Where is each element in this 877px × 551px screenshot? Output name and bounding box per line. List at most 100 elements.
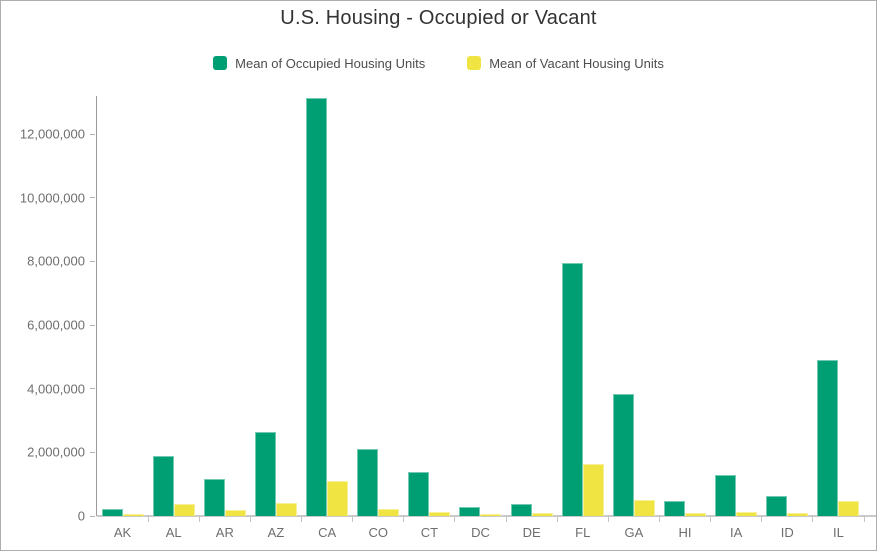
- category-group-co: [353, 96, 404, 516]
- bar-ak-occupied[interactable]: [101, 508, 123, 516]
- bar-id-occupied[interactable]: [766, 496, 788, 516]
- x-axis-tick: [863, 516, 865, 522]
- x-axis-label-id: ID: [780, 525, 794, 540]
- legend-item-vacant[interactable]: Mean of Vacant Housing Units: [467, 56, 664, 71]
- bar-al-occupied[interactable]: [152, 456, 174, 516]
- x-axis-tick: [761, 516, 763, 522]
- x-axis-label-ia: IA: [730, 525, 743, 540]
- category-group-fl: [557, 96, 608, 516]
- y-axis-tick: [90, 388, 95, 390]
- bar-dc-occupied[interactable]: [459, 506, 481, 516]
- x-axis-line: [97, 515, 876, 517]
- category-group-dc: [455, 96, 506, 516]
- category-group-ak: [97, 96, 148, 516]
- legend-label-vacant: Mean of Vacant Housing Units: [489, 55, 664, 71]
- bar-ar-occupied[interactable]: [203, 479, 225, 516]
- x-axis-label-de: DE: [522, 525, 541, 540]
- category-group-ca: [302, 96, 353, 516]
- bar-co-vacant[interactable]: [378, 509, 400, 516]
- x-axis-tick: [556, 516, 558, 522]
- y-axis-tick: [90, 324, 95, 326]
- bar-ar-vacant[interactable]: [224, 510, 246, 516]
- y-axis-tick: [90, 515, 95, 517]
- legend-item-occupied[interactable]: Mean of Occupied Housing Units: [213, 56, 425, 71]
- y-axis-label: 8,000,000: [27, 253, 85, 269]
- x-axis-label-az: AZ: [267, 525, 285, 540]
- y-axis-tick: [90, 451, 95, 453]
- category-group-al: [148, 96, 199, 516]
- bar-al-vacant[interactable]: [173, 503, 195, 516]
- bar-ia-vacant[interactable]: [736, 511, 758, 516]
- x-axis-tick: [812, 516, 814, 522]
- x-axis-tick: [505, 516, 507, 522]
- y-axis-tick: [90, 197, 95, 199]
- x-axis-label-ar: AR: [215, 525, 234, 540]
- category-group-ia: [711, 96, 762, 516]
- y-axis-tick: [90, 133, 95, 135]
- plot-area: 0 2,000,000 4,000,000 6,000,000 8,000,000 10,…: [20, 96, 876, 540]
- x-axis-tick: [658, 516, 660, 522]
- bar-il-vacant[interactable]: [838, 501, 860, 516]
- bar-ct-vacant[interactable]: [429, 511, 451, 516]
- y-axis-label: 0: [77, 508, 85, 524]
- bar-ca-occupied[interactable]: [306, 98, 328, 516]
- bar-ga-vacant[interactable]: [633, 500, 655, 516]
- bar-ca-vacant[interactable]: [327, 481, 349, 516]
- bar-id-vacant[interactable]: [787, 512, 809, 516]
- x-axis-label-co: CO: [368, 525, 388, 540]
- category-group-de: [506, 96, 557, 516]
- bar-az-occupied[interactable]: [254, 432, 276, 516]
- x-axis-label-fl: FL: [575, 525, 591, 540]
- x-axis-tick: [710, 516, 712, 522]
- y-axis-label: 6,000,000: [27, 317, 85, 333]
- category-group-az: [250, 96, 301, 516]
- x-axis-tick: [301, 516, 303, 522]
- legend-label-occupied: Mean of Occupied Housing Units: [235, 55, 426, 71]
- category-group-id: [762, 96, 813, 516]
- x-axis-label-il: IL: [833, 525, 844, 540]
- category-group-ar: [199, 96, 250, 516]
- bar-de-occupied[interactable]: [510, 504, 532, 516]
- x-axis-tick: [198, 516, 200, 522]
- legend: Mean of Occupied Housing Units Mean of V…: [1, 53, 876, 73]
- legend-swatch-occupied: [213, 56, 228, 70]
- bar-fl-vacant[interactable]: [582, 464, 604, 516]
- bar-ia-occupied[interactable]: [715, 475, 737, 516]
- category-group-hi: [659, 96, 710, 516]
- legend-swatch-vacant: [467, 56, 482, 70]
- x-axis-label-ga: GA: [624, 525, 644, 540]
- category-group-ct: [404, 96, 455, 516]
- chart-title: U.S. Housing - Occupied or Vacant: [280, 7, 597, 29]
- bar-dc-vacant[interactable]: [480, 514, 502, 516]
- bar-de-vacant[interactable]: [531, 512, 553, 516]
- bar-ct-occupied[interactable]: [408, 472, 430, 516]
- x-axis-label-dc: DC: [471, 525, 490, 540]
- y-axis-label: 12,000,000: [19, 126, 85, 142]
- bar-hi-occupied[interactable]: [664, 501, 686, 516]
- x-axis-tick: [403, 516, 405, 522]
- x-axis-tick: [607, 516, 609, 522]
- x-axis-tick: [352, 516, 354, 522]
- x-axis-label-ca: CA: [318, 525, 337, 540]
- y-axis-tick: [90, 260, 95, 262]
- x-axis-tick: [147, 516, 149, 522]
- x-axis-label-ak: AK: [113, 525, 132, 540]
- y-axis-label: 10,000,000: [19, 190, 85, 206]
- x-axis-tick: [249, 516, 251, 522]
- x-axis-label-hi: HI: [678, 525, 692, 540]
- bar-il-occupied[interactable]: [817, 360, 839, 516]
- category-group-ga: [608, 96, 659, 516]
- bar-az-vacant[interactable]: [275, 503, 297, 516]
- x-axis-label-al: AL: [165, 525, 182, 540]
- bar-co-occupied[interactable]: [357, 448, 379, 516]
- x-axis-label-ct: CT: [420, 525, 439, 540]
- bar-fl-occupied[interactable]: [561, 263, 583, 516]
- y-axis-label: 4,000,000: [27, 381, 85, 397]
- bar-hi-vacant[interactable]: [685, 513, 707, 516]
- y-axis-label: 2,000,000: [27, 444, 85, 460]
- x-axis-tick: [454, 516, 456, 522]
- category-group-il: [813, 96, 864, 516]
- bar-ga-occupied[interactable]: [612, 394, 634, 516]
- bar-ak-vacant[interactable]: [122, 513, 144, 516]
